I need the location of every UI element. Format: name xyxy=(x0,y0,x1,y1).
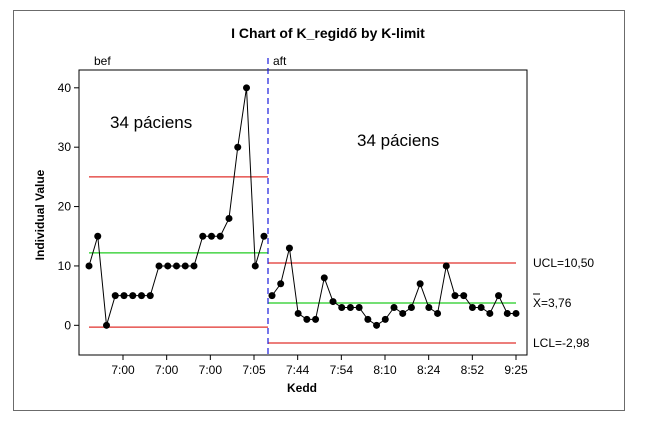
data-point-bef xyxy=(120,292,128,300)
data-point-aft xyxy=(425,304,433,311)
y-tick-label: 30 xyxy=(58,140,72,154)
stage-label-bef: bef xyxy=(94,54,111,68)
data-point-aft xyxy=(407,304,415,311)
stage-label-aft: aft xyxy=(273,54,287,68)
data-point-bef xyxy=(216,232,224,240)
x-tick-label: 7:54 xyxy=(330,363,354,377)
x-tick-label: 9:25 xyxy=(504,363,528,377)
data-point-bef xyxy=(164,262,172,270)
x-tick-label: 7:05 xyxy=(242,363,266,377)
data-point-bef xyxy=(103,321,110,329)
data-point-aft xyxy=(390,304,398,311)
y-tick-label: 40 xyxy=(58,81,72,95)
plot-border xyxy=(78,69,528,356)
data-point-aft xyxy=(277,280,285,288)
x-tick-label: 8:10 xyxy=(373,363,397,377)
data-point-bef xyxy=(173,262,180,270)
data-point-bef xyxy=(111,292,119,300)
lcl-label: LCL=-2,98 xyxy=(533,336,590,350)
data-point-bef xyxy=(181,262,189,270)
data-point-bef xyxy=(138,292,145,300)
x-tick-label: 7:44 xyxy=(286,363,310,377)
series-line-aft xyxy=(271,248,516,326)
x-tick-label: 7:00 xyxy=(199,363,223,377)
data-point-aft xyxy=(416,280,424,288)
x-axis-label: Kedd xyxy=(287,381,317,395)
data-point-bef xyxy=(243,84,250,92)
plot-area: 0 10 20 30 40 7:00 7:00 7:00 7:05 7:44 7:54 8:10 8:2… xyxy=(58,54,595,377)
data-point-aft xyxy=(486,309,494,317)
data-point-aft xyxy=(338,304,346,311)
data-point-bef xyxy=(85,262,93,270)
data-point-aft xyxy=(329,298,337,306)
chart-frame xyxy=(13,10,625,411)
data-point-bef xyxy=(129,292,137,300)
x-tick-label: 8:52 xyxy=(461,363,485,377)
data-point-aft xyxy=(303,315,311,323)
data-point-aft xyxy=(468,304,476,311)
data-point-bef xyxy=(146,292,154,300)
data-point-aft xyxy=(355,304,363,311)
data-point-aft xyxy=(460,292,468,300)
data-point-bef xyxy=(94,232,102,240)
data-point-aft xyxy=(285,244,293,252)
y-tick-label: 0 xyxy=(64,318,71,332)
data-point-bef xyxy=(199,232,207,240)
y-tick-label: 10 xyxy=(58,259,72,273)
data-point-bef xyxy=(208,232,215,240)
data-point-bef xyxy=(234,143,242,151)
y-axis-label: Individual Value xyxy=(33,169,47,260)
data-point-bef xyxy=(155,262,163,270)
chart-title: I Chart of K_regidő by K-limit xyxy=(231,25,425,41)
data-point-aft xyxy=(434,309,442,317)
data-point-aft xyxy=(364,315,372,323)
mean-label: X=3,76 xyxy=(533,296,572,310)
data-point-bef xyxy=(260,232,268,240)
data-point-aft xyxy=(512,309,520,317)
x-tick-label: 7:00 xyxy=(155,363,179,377)
data-point-aft xyxy=(442,262,450,270)
data-point-aft xyxy=(312,315,320,323)
annotation-aft: 34 páciens xyxy=(357,131,439,150)
data-point-aft xyxy=(381,315,389,323)
data-point-aft xyxy=(495,292,503,300)
x-tick-label: 7:00 xyxy=(111,363,135,377)
data-point-aft xyxy=(477,304,485,311)
y-tick-label: 20 xyxy=(58,200,72,214)
data-point-aft xyxy=(399,309,407,317)
data-point-bef xyxy=(190,262,198,270)
x-tick-label: 8:24 xyxy=(417,363,441,377)
annotation-bef: 34 páciens xyxy=(110,113,192,132)
data-point-aft xyxy=(451,292,459,300)
ucl-label: UCL=10,50 xyxy=(533,256,594,270)
data-point-bef xyxy=(225,214,233,222)
data-point-aft xyxy=(373,321,381,329)
data-point-bef xyxy=(251,262,259,270)
data-point-aft xyxy=(503,309,511,317)
data-point-aft xyxy=(268,292,276,300)
data-point-aft xyxy=(346,304,354,311)
data-point-aft xyxy=(294,309,302,317)
data-point-aft xyxy=(320,274,328,282)
